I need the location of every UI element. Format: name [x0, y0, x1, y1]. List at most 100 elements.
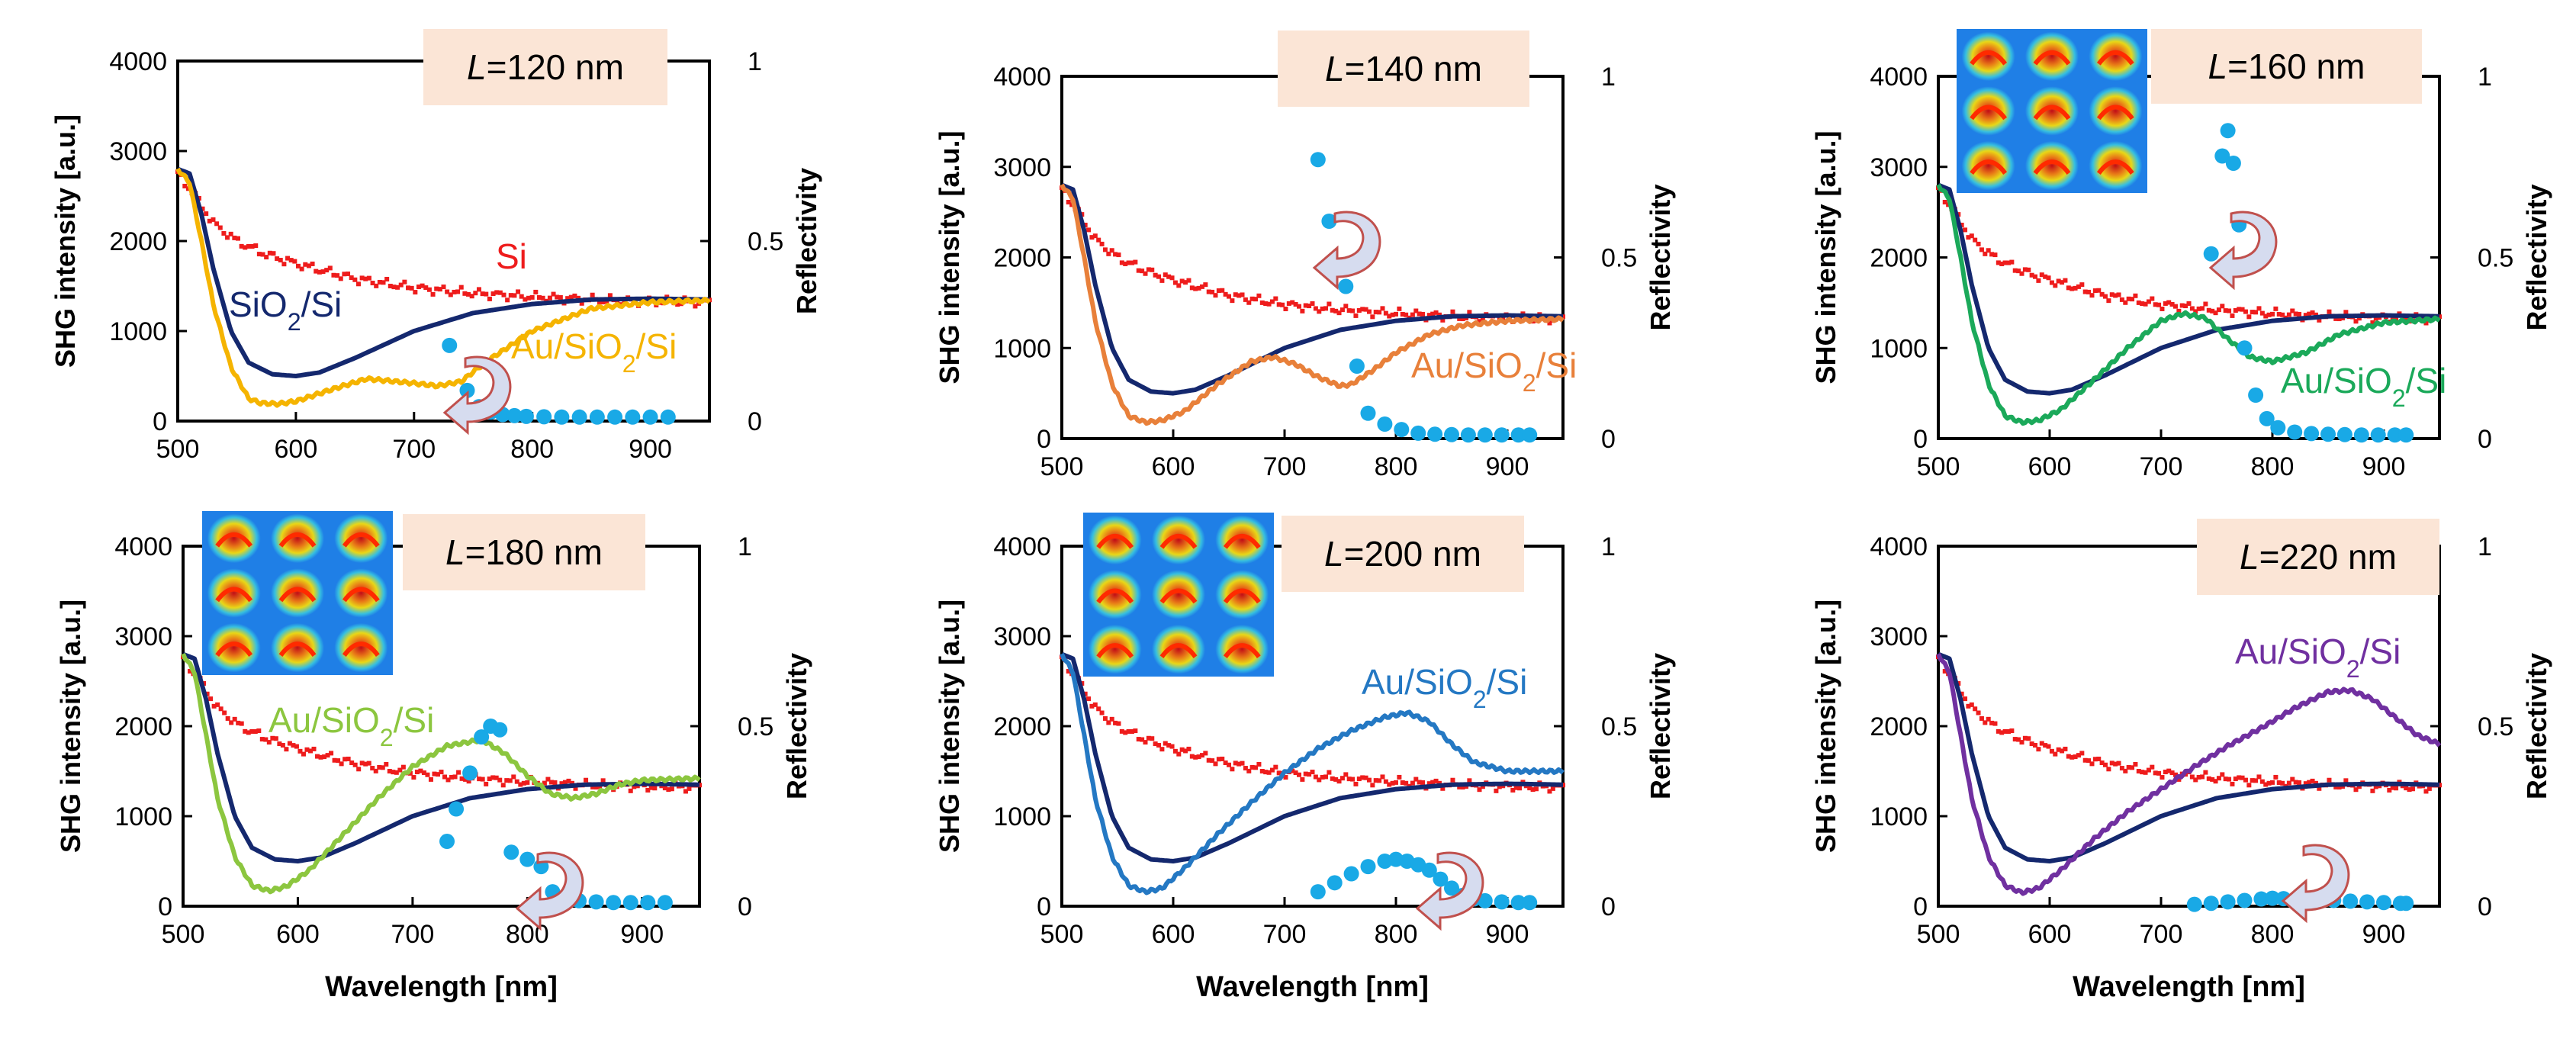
x-tick-label: 900: [1486, 920, 1529, 949]
si-point: [2002, 728, 2008, 734]
si-point: [1327, 770, 1332, 775]
si-point: [2069, 286, 2075, 291]
si-point: [1387, 314, 1392, 319]
si-point: [1273, 296, 1278, 301]
si-point: [204, 691, 210, 696]
si-point: [547, 295, 552, 301]
si-point: [2143, 301, 2148, 307]
si-point: [2099, 291, 2105, 297]
si-point: [1413, 777, 1419, 782]
si-point: [1300, 308, 1305, 314]
si-point: [335, 273, 340, 278]
x-axis-title: Wavelength [nm]: [325, 971, 558, 1003]
si-point: [217, 225, 223, 230]
y-left-tick-label: 3000: [114, 622, 172, 651]
si-point: [366, 275, 371, 281]
si-point: [529, 294, 535, 300]
si-point: [2016, 268, 2021, 274]
si-point: [1527, 786, 1532, 791]
si-point: [1380, 774, 1385, 780]
si-point: [1196, 285, 1201, 291]
inset-hotspot: [207, 622, 261, 673]
si-point: [426, 287, 432, 292]
reflectivity-point: [642, 409, 658, 425]
si-point: [1996, 260, 2001, 265]
si-point: [2293, 780, 2298, 785]
si-point: [339, 761, 344, 767]
si-point: [1983, 720, 1988, 725]
si-point: [2073, 754, 2078, 760]
si-point: [1417, 780, 1422, 785]
si-point: [501, 292, 507, 297]
si-point: [2143, 770, 2148, 775]
x-tick-label: 700: [1263, 452, 1307, 481]
si-point: [1963, 696, 1968, 702]
si-point: [1377, 310, 1382, 315]
si-point: [2210, 308, 2215, 314]
si-point: [2056, 747, 2061, 752]
si-point: [2394, 786, 2399, 791]
si-point: [395, 285, 400, 290]
si-point: [1216, 757, 1221, 762]
inset-hotspot: [1088, 515, 1142, 565]
si-point: [1220, 756, 1225, 761]
si-point: [533, 289, 539, 294]
y-right-tick-label: 1: [1601, 63, 1616, 92]
si-point: [2266, 312, 2272, 317]
si-point: [2160, 306, 2165, 311]
si-point: [2066, 285, 2071, 291]
si-point: [398, 282, 404, 288]
si-point: [559, 781, 564, 786]
reflectivity-point: [1510, 895, 1526, 911]
si-point: [1169, 744, 1175, 749]
si-point: [278, 258, 283, 263]
si-point: [2240, 307, 2245, 312]
si-point: [1417, 311, 1422, 317]
y-left-tick-label: 0: [1913, 892, 1928, 921]
si-point: [1136, 737, 1141, 742]
x-tick-label: 500: [162, 920, 205, 949]
si-point: [490, 291, 496, 297]
y-right-tick-label: 0.5: [1601, 244, 1637, 273]
si-point: [332, 757, 337, 763]
si-point: [222, 710, 227, 715]
si-point: [243, 728, 248, 734]
si-point: [2176, 308, 2182, 314]
period-label-box: [403, 514, 645, 590]
si-point: [1140, 737, 1145, 742]
si-point: [1140, 268, 1145, 274]
si-point: [2250, 310, 2255, 315]
si-point: [562, 780, 568, 785]
si-point: [2243, 309, 2248, 314]
si-point: [1186, 746, 1192, 751]
reflectivity-point: [2237, 892, 2253, 908]
si-point: [1210, 758, 1215, 764]
si-point: [2172, 304, 2178, 309]
si-point: [235, 236, 240, 241]
inset-hotspot: [2089, 140, 2143, 191]
si-point: [2259, 779, 2265, 784]
si-point: [1394, 780, 1398, 785]
si-point: [669, 786, 674, 792]
reflectivity-point: [1522, 427, 1538, 443]
si-point: [306, 263, 311, 268]
si-point: [687, 786, 692, 791]
si-point: [1480, 784, 1485, 789]
si-point: [2404, 317, 2409, 323]
si-point: [2189, 774, 2195, 780]
si-point: [297, 748, 303, 754]
si-point: [2293, 311, 2298, 317]
inset-hotspot-arc: [215, 587, 253, 603]
si-point: [2076, 284, 2081, 289]
si-point: [1123, 730, 1128, 735]
si-point: [277, 741, 282, 747]
period-label: L=220 nm: [2240, 537, 2397, 577]
si-point: [2404, 786, 2409, 791]
si-point: [2046, 744, 2051, 749]
si-point: [1163, 741, 1168, 746]
reflectivity-point: [536, 409, 552, 425]
inset-hotspot: [1215, 515, 1269, 565]
si-point: [1467, 778, 1472, 783]
y-right-tick-label: 0.5: [748, 227, 783, 256]
si-point: [1159, 278, 1165, 283]
